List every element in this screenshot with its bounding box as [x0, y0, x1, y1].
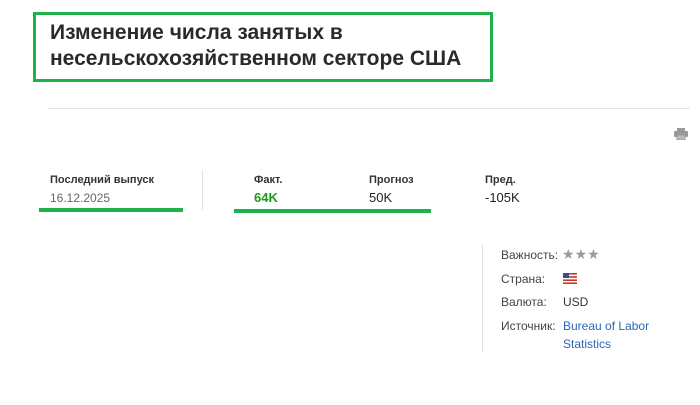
annotation-underline	[234, 209, 431, 213]
latest-release-date: 16.12.2025	[50, 191, 111, 205]
latest-release-label: Последний выпуск	[50, 174, 155, 186]
us-flag-icon	[563, 273, 577, 284]
forecast-label: Прогноз	[369, 174, 414, 186]
currency-value: USD	[563, 295, 589, 309]
importance-stars: ★★★	[562, 246, 600, 264]
actual-value: 64K	[254, 190, 278, 205]
divider	[48, 108, 690, 109]
star-icon: ★	[574, 246, 588, 262]
source-link[interactable]: Bureau of Labor Statistics	[563, 319, 650, 351]
divider	[482, 245, 483, 352]
title-highlight-box	[33, 12, 493, 82]
previous-value: -105K	[485, 190, 520, 205]
forecast-value: 50K	[369, 190, 393, 205]
previous-label: Пред.	[485, 174, 516, 186]
source-label: Источник:	[501, 319, 556, 333]
country-label: Страна:	[501, 272, 546, 286]
annotation-underline	[39, 208, 183, 212]
star-icon: ★	[562, 246, 575, 262]
currency-label: Валюта:	[501, 295, 547, 309]
star-icon: ★	[587, 246, 600, 262]
actual-label: Факт.	[254, 174, 283, 186]
divider	[202, 170, 203, 210]
printer-icon[interactable]	[674, 128, 688, 140]
importance-label: Важность:	[501, 248, 559, 262]
page-title: Изменение числа занятых в несельскохозяй…	[50, 21, 462, 70]
